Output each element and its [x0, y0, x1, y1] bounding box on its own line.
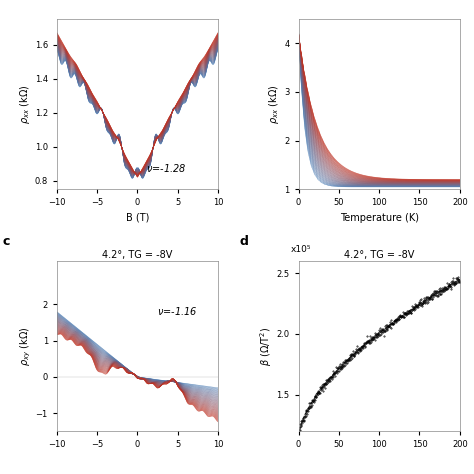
Text: $\nu$=-1.16: $\nu$=-1.16: [157, 305, 197, 318]
X-axis label: B (T): B (T): [126, 213, 149, 223]
Y-axis label: $\rho_{xy}$ (k$\Omega$): $\rho_{xy}$ (k$\Omega$): [18, 327, 33, 366]
Text: d: d: [239, 235, 248, 247]
Title: 4.2°, TG = -8V: 4.2°, TG = -8V: [102, 250, 173, 260]
Y-axis label: $\beta$ ($\Omega$/T$^2$): $\beta$ ($\Omega$/T$^2$): [258, 327, 273, 366]
Text: x10⁵: x10⁵: [291, 245, 311, 254]
Y-axis label: $\rho_{xx}$ (k$\Omega$): $\rho_{xx}$ (k$\Omega$): [18, 84, 32, 124]
Text: c: c: [2, 235, 10, 247]
X-axis label: Temperature (K): Temperature (K): [340, 213, 419, 223]
Title: 4.2°, TG = -8V: 4.2°, TG = -8V: [344, 250, 414, 260]
Text: $\nu$=-1.28: $\nu$=-1.28: [146, 162, 186, 174]
Y-axis label: $\rho_{xx}$ (k$\Omega$): $\rho_{xx}$ (k$\Omega$): [267, 84, 282, 124]
